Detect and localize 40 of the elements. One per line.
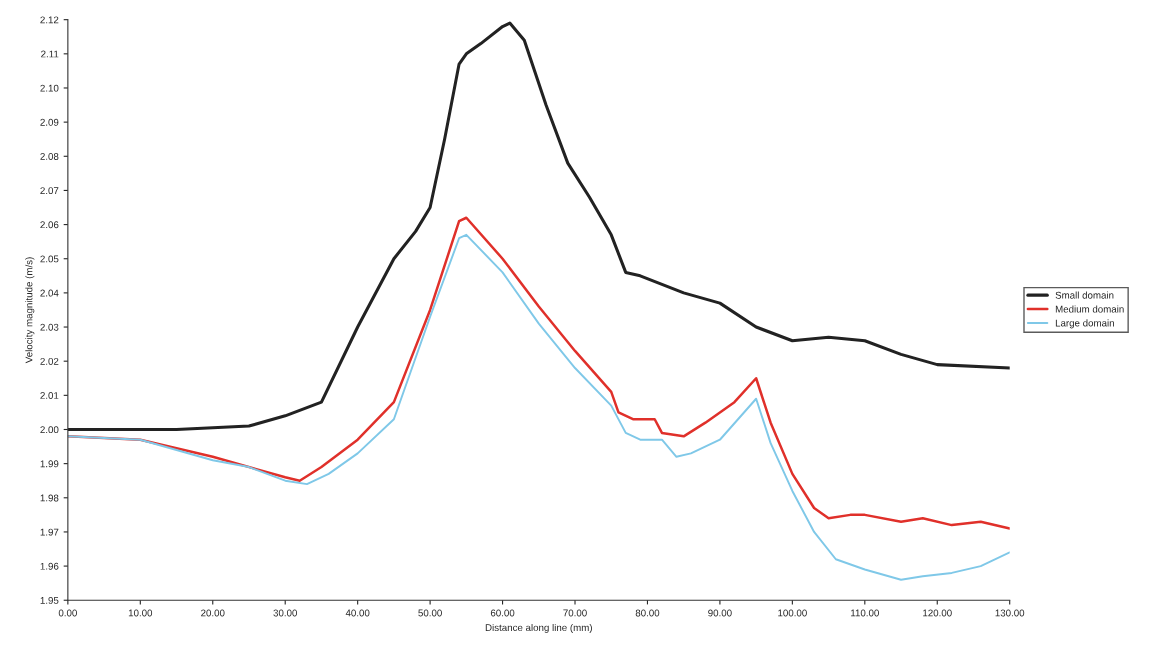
y-tick-label: 2.01: [40, 392, 59, 399]
x-tick-label: 0.00: [58, 609, 77, 617]
line-series: [67, 21, 1010, 432]
legend-label: Large domain: [1055, 319, 1114, 329]
legend-label: Small domain: [1055, 291, 1114, 299]
y-tick-label: 1.98: [40, 494, 59, 502]
y-tick-label: 2.06: [40, 221, 59, 229]
x-tick-label: 80.00: [635, 609, 660, 617]
x-tick-label: 50.00: [418, 609, 442, 617]
x-tick-label: 30.00: [273, 609, 297, 617]
x-tick-label: 70.00: [563, 609, 587, 617]
y-tick-label: 2.12: [40, 16, 59, 24]
x-tick-label: 120.00: [923, 609, 952, 617]
x-tick-label: 130.00: [995, 609, 1025, 617]
x-tick-label: 60.00: [490, 609, 515, 617]
x-tick-label: 40.00: [345, 609, 370, 617]
y-tick-label: 2.00: [40, 426, 59, 434]
x-tick-label: 110.00: [851, 609, 879, 617]
x-tick-label: 100.00: [778, 609, 807, 617]
y-tick-label: 1.99: [40, 460, 59, 468]
x-axis-title: Distance along line (mm): [485, 623, 592, 633]
y-tick-label: 2.07: [40, 187, 59, 195]
y-tick-label: 2.09: [40, 118, 59, 126]
y-tick-label: 1.96: [40, 562, 59, 570]
x-tick-label: 90.00: [708, 609, 732, 617]
x-tick-label: 20.00: [201, 609, 225, 617]
y-tick-label: 1.95: [40, 596, 59, 604]
y-tick-label: 2.08: [40, 153, 59, 160]
x-tick-label: 10.00: [128, 609, 153, 617]
y-tick-label: 2.04: [40, 289, 59, 297]
y-tick-label: 2.05: [40, 255, 59, 263]
y-tick-label: 2.03: [40, 323, 59, 331]
line-series: [67, 216, 1010, 530]
legend-label: Medium domain: [1055, 305, 1124, 313]
y-tick-label: 1.97: [40, 528, 59, 536]
y-tick-label: 2.02: [40, 357, 59, 365]
y-tick-label: 2.11: [41, 50, 59, 58]
y-tick-label: 2.10: [40, 84, 59, 92]
y-axis-title: Velocity magnitude (m/s): [25, 257, 35, 364]
line-series: [67, 233, 1010, 581]
